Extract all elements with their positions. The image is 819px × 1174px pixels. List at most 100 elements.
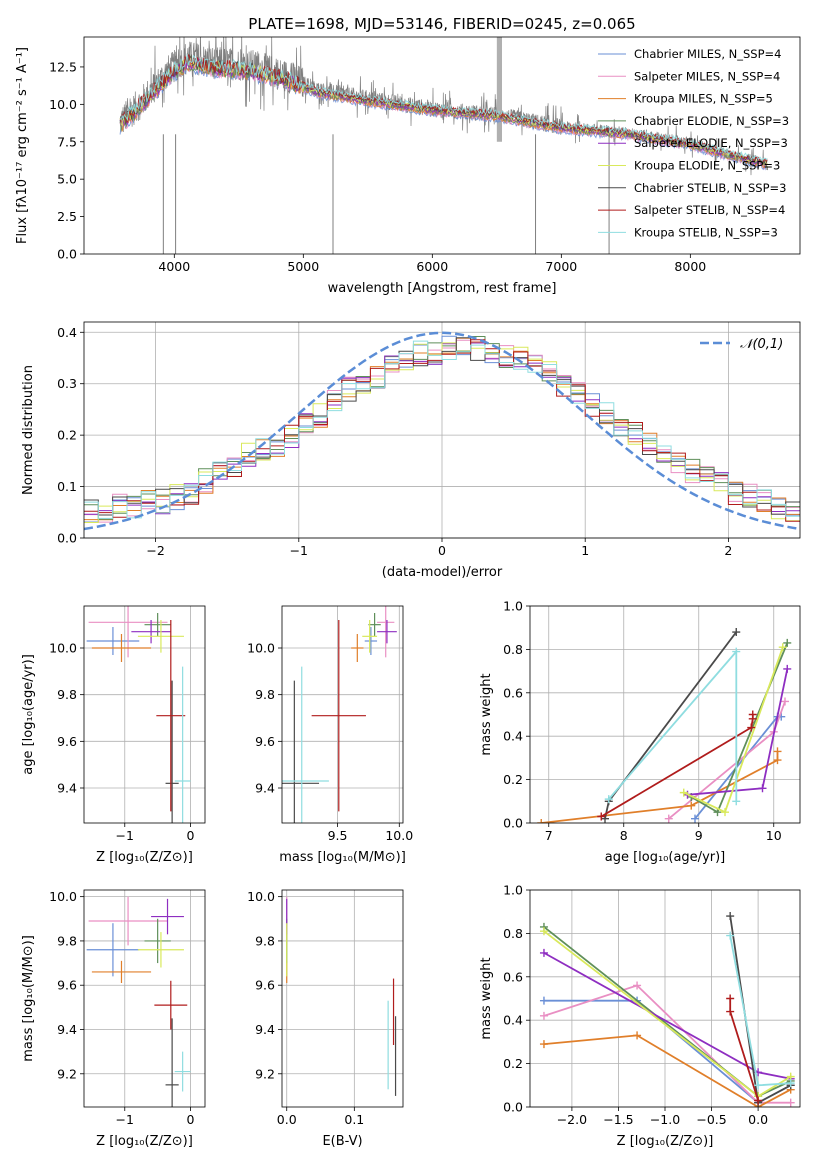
x-tick-label: 0 — [187, 828, 195, 843]
mass-weight-marker — [691, 814, 699, 823]
mass-weight-marker — [604, 795, 613, 804]
y-tick-label: 0.0 — [503, 816, 523, 831]
x-tick-label: 4000 — [158, 259, 190, 274]
y-tick-label: 9.6 — [57, 978, 77, 993]
axes-frame — [281, 889, 404, 1108]
plot-area-age_vs_mass — [282, 606, 397, 823]
mass-weight-marker — [633, 1031, 642, 1040]
y-tick-label: 0.2 — [503, 772, 523, 787]
legend-label: Salpeter ELODIE, N_SSP=3 — [634, 136, 788, 150]
x-tick-label: −1 — [116, 1112, 134, 1127]
mass-weight-marker — [778, 643, 787, 652]
x-axis-label: E(B-V) — [322, 1134, 362, 1149]
y-tick-label: 7.5 — [57, 134, 77, 149]
x-tick-label: −1 — [116, 828, 134, 843]
mass-weight-marker — [773, 747, 782, 756]
mass-weight-marker — [726, 931, 735, 940]
y-axis-label: Normed distribution — [21, 365, 36, 495]
y-tick-label: 9.2 — [57, 1066, 77, 1081]
mass-weight-marker — [732, 628, 741, 637]
mass-weight-series-line — [729, 915, 792, 1105]
errorbar-point — [165, 1018, 179, 1107]
y-tick-label: 0.3 — [57, 376, 77, 391]
y-tick-label: 10.0 — [247, 641, 275, 656]
errorbar-point — [144, 918, 171, 964]
x-axis-label: Z [log₁₀(Z/Z⊙)] — [96, 1134, 193, 1149]
errorbar-point — [282, 680, 320, 823]
mass-weight-marker — [679, 788, 688, 797]
axes-frame — [529, 889, 801, 1108]
grid-age_vs_mass — [282, 606, 403, 823]
y-tick-label: 0.8 — [503, 926, 523, 941]
x-tick-label: 0.0 — [748, 1112, 768, 1127]
x-tick-label: 7000 — [545, 259, 577, 274]
mass-weight-marker — [539, 996, 548, 1005]
errorbar-point — [88, 606, 168, 658]
x-tick-label: 9 — [695, 828, 703, 843]
mass-weight-marker — [732, 647, 741, 656]
mass-weight-marker — [747, 723, 756, 732]
y-tick-label: 0.0 — [57, 247, 77, 262]
errorbar-point — [144, 613, 171, 637]
mass-weight-series-line — [543, 984, 791, 1104]
y-axis-label: mass [log₁₀(M/M⊙)] — [21, 935, 36, 1062]
legend-label: Chabrier MILES, N_SSP=4 — [634, 47, 781, 61]
y-tick-label: 9.8 — [57, 933, 77, 948]
x-axis-label: Z [log₁₀(Z/Z⊙)] — [96, 850, 193, 865]
plot-area-age_vs_Z — [86, 606, 191, 823]
mass-weight-marker — [597, 812, 606, 821]
x-tick-label: 2 — [724, 543, 732, 558]
mass-weight-marker — [539, 1040, 548, 1049]
axes-frame — [281, 605, 404, 824]
mass-weight-marker — [539, 927, 548, 936]
mass-weight-marker — [726, 994, 735, 1003]
y-tick-label: 1.0 — [503, 599, 523, 614]
x-tick-label: 6000 — [416, 259, 448, 274]
masked-region — [496, 37, 502, 142]
errorbar-point — [151, 898, 184, 935]
y-tick-label: 9.8 — [57, 687, 77, 702]
errorbar-point — [91, 960, 152, 983]
x-axis-label: age [log₁₀(age/yr)] — [605, 850, 726, 865]
grid-massweight_vs_Z — [530, 889, 800, 1108]
errorbar-point — [131, 620, 171, 644]
x-tick-label: −0.5 — [696, 1112, 726, 1127]
errorbar-point — [88, 896, 168, 946]
errorbar-point — [86, 627, 140, 655]
y-tick-label: 0.4 — [503, 729, 523, 744]
y-axis-label: mass weight — [479, 673, 494, 755]
axes-mass_vs_ebv: 0.0 0.1 9.2 9.4 9.6 9.8 10.0 E(B-V) — [247, 889, 404, 1149]
mass-weight-marker — [539, 1011, 548, 1020]
mass-weight-marker — [664, 814, 673, 823]
mass-weight-series-line — [543, 1034, 792, 1107]
normal-reference-curve — [84, 331, 800, 531]
x-tick-label: 9.5 — [328, 828, 348, 843]
mass-weight-marker — [754, 1096, 763, 1105]
errorbar-point — [311, 620, 366, 812]
y-tick-label: 0.1 — [57, 479, 77, 494]
x-tick-label: 8000 — [674, 259, 706, 274]
x-axis-label: (data-model)/error — [382, 565, 503, 580]
grid-age_vs_Z — [84, 606, 205, 823]
y-tick-label: 1.0 — [503, 883, 523, 898]
mass-weight-marker — [687, 801, 696, 810]
axes-age_vs_Z: −1 0 9.4 9.6 9.8 10.0 Z [log₁₀(Z/Z⊙)] age [log₁… — [21, 605, 206, 865]
model-series-line — [119, 53, 768, 163]
mass-weight-series-line — [690, 642, 789, 814]
x-tick-label: 0.1 — [344, 1112, 364, 1127]
plot-area-massweight_vs_Z — [539, 912, 795, 1107]
grid-mass_vs_ebv — [282, 890, 403, 1107]
errorbar-point — [174, 666, 191, 823]
mass-weight-marker — [773, 756, 782, 765]
x-tick-label: 10.0 — [385, 828, 413, 843]
errorbar-point — [368, 613, 381, 637]
errorbar-point — [364, 627, 378, 655]
plot-area-spectrum — [119, 37, 769, 254]
errorbar-point — [91, 634, 152, 662]
mass-weight-marker — [721, 808, 729, 817]
axes-mass_vs_Z: −1 0 9.2 9.4 9.6 9.8 10.0 Z [log₁₀(Z/Z⊙)] mass [… — [21, 889, 206, 1149]
y-tick-label: 10.0 — [49, 641, 77, 656]
histogram-series — [84, 340, 800, 519]
y-tick-label: 9.4 — [255, 781, 275, 796]
x-tick-label: 8 — [620, 828, 628, 843]
